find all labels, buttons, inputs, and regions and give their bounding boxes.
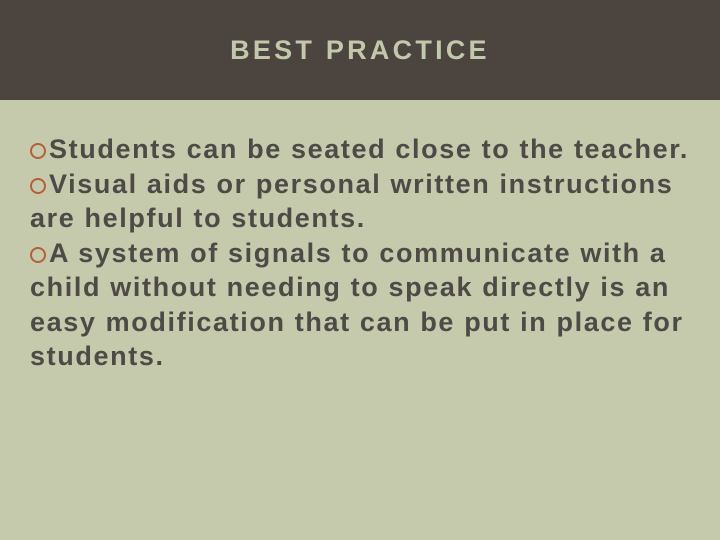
list-item: A system of signals to communicate with … [30, 236, 690, 374]
list-item-text: A system of signals to communicate with … [30, 238, 684, 372]
list-item: Visual aids or personal written instruct… [30, 167, 690, 236]
slide-header: BEST PRACTICE [0, 0, 720, 100]
slide-title: BEST PRACTICE [230, 35, 490, 66]
list-item-text: Visual aids or personal written instruct… [30, 169, 673, 234]
slide: BEST PRACTICE Students can be seated clo… [0, 0, 720, 540]
slide-body: Students can be seated close to the teac… [0, 100, 720, 540]
bullet-ring-icon [30, 178, 46, 194]
bullet-ring-icon [30, 247, 46, 263]
list-item: Students can be seated close to the teac… [30, 132, 690, 167]
bullet-ring-icon [30, 143, 46, 159]
list-item-text: Students can be seated close to the teac… [49, 134, 689, 164]
